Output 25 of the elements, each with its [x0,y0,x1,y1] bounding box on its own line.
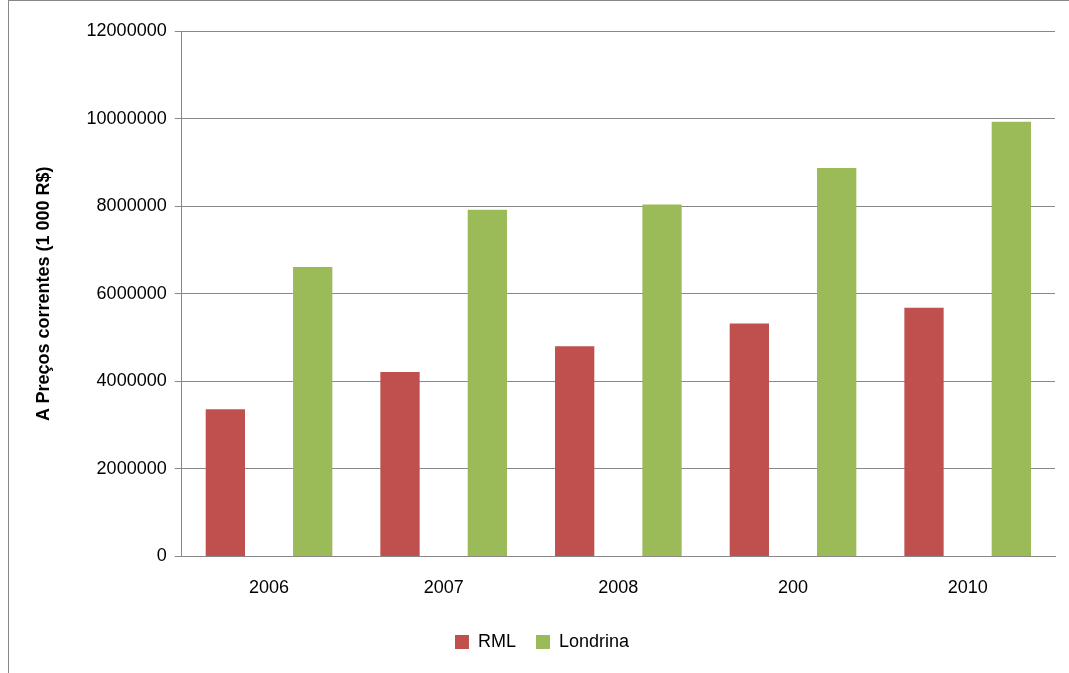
y-axis-title: A Preços correntes (1 000 R$) [32,166,53,421]
y-tick-label: 4000000 [96,370,167,391]
bar [729,323,769,556]
x-tick-label: 2006 [248,577,290,598]
y-tick-label: 10000000 [86,107,167,128]
y-tick-label: 12000000 [86,19,167,40]
y-tick-label: 8000000 [96,195,167,216]
bar [380,372,420,556]
x-tick-label: 200 [777,577,809,598]
x-tick-label: 2008 [598,577,639,598]
x-tick-label: 2007 [423,577,464,598]
y-tick-label: 0 [156,545,167,566]
bar [293,266,333,556]
y-tick-label: 2000000 [96,457,167,478]
x-tick-label: 2010 [947,577,988,598]
bar [904,307,944,556]
y-tick-label: 6000000 [96,282,167,303]
bar [642,204,682,556]
bar [555,346,595,556]
legend-label: Londrina [558,630,631,651]
bar [467,209,507,556]
bar [991,121,1031,556]
bar [205,409,245,556]
legend-label: RML [477,630,516,651]
bar [817,168,857,556]
